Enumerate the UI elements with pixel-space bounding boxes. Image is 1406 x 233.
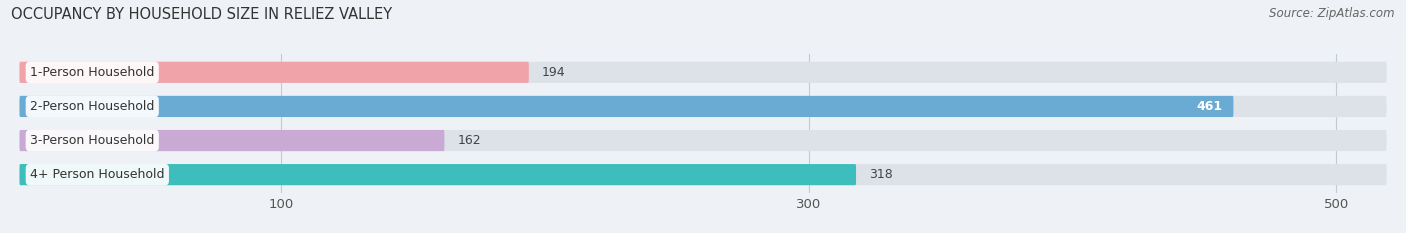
Text: 1-Person Household: 1-Person Household <box>30 66 155 79</box>
Text: 461: 461 <box>1197 100 1223 113</box>
FancyBboxPatch shape <box>20 62 529 83</box>
FancyBboxPatch shape <box>20 96 1386 117</box>
FancyBboxPatch shape <box>20 130 1386 151</box>
Text: Source: ZipAtlas.com: Source: ZipAtlas.com <box>1270 7 1395 20</box>
Text: 4+ Person Household: 4+ Person Household <box>30 168 165 181</box>
FancyBboxPatch shape <box>20 130 444 151</box>
Text: 194: 194 <box>543 66 565 79</box>
Text: 318: 318 <box>869 168 893 181</box>
FancyBboxPatch shape <box>20 96 1233 117</box>
Text: 162: 162 <box>457 134 481 147</box>
Text: 2-Person Household: 2-Person Household <box>30 100 155 113</box>
FancyBboxPatch shape <box>20 164 1386 185</box>
Text: OCCUPANCY BY HOUSEHOLD SIZE IN RELIEZ VALLEY: OCCUPANCY BY HOUSEHOLD SIZE IN RELIEZ VA… <box>11 7 392 22</box>
FancyBboxPatch shape <box>20 164 856 185</box>
Text: 3-Person Household: 3-Person Household <box>30 134 155 147</box>
FancyBboxPatch shape <box>20 62 1386 83</box>
